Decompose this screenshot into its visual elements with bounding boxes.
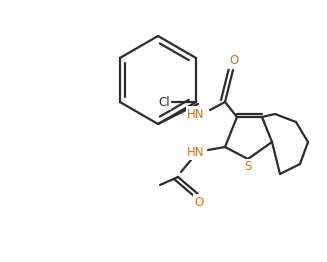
Text: HN: HN [187,145,205,159]
Text: S: S [244,161,252,173]
Text: O: O [229,54,239,68]
Text: O: O [194,195,204,209]
Text: Cl: Cl [158,96,170,108]
Text: HN: HN [187,107,205,121]
